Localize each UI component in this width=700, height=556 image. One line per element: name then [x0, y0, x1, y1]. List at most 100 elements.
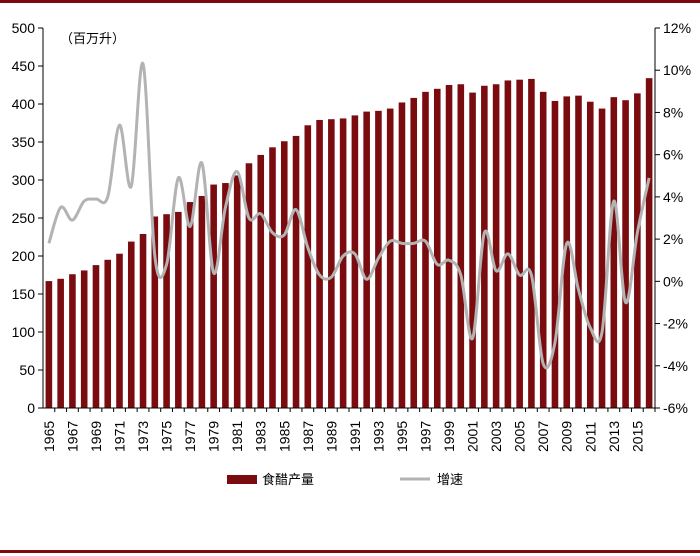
- x-tick-label: 2011: [582, 422, 598, 452]
- left-tick-label: 400: [12, 96, 36, 112]
- left-tick-label: 250: [12, 210, 36, 226]
- bar-1974: [151, 216, 159, 408]
- x-tick-label: 1981: [229, 421, 245, 452]
- x-tick-label: 1991: [347, 421, 363, 452]
- right-y-axis-ticks: -6% -4% -2% 0% 2% 4% 6% 8% 10% 12%: [655, 20, 691, 416]
- bar-2001: [469, 92, 476, 408]
- bar-1968: [80, 270, 88, 408]
- bar-1981: [233, 175, 241, 408]
- bar-2011: [586, 101, 594, 408]
- x-tick-label: 2015: [629, 421, 645, 452]
- left-y-axis-ticks: 0 50 100 150 200 250 300 350 400 450 500: [12, 20, 43, 416]
- x-tick-label: 1967: [64, 421, 80, 452]
- x-tick-label: 2007: [535, 421, 551, 452]
- right-tick-label: 10%: [663, 62, 691, 78]
- bar-1994: [386, 108, 394, 408]
- unit-label: （百万升）: [60, 32, 125, 47]
- x-tick-label: 1999: [441, 421, 457, 452]
- x-tick-label: 2013: [606, 421, 622, 452]
- bar-1979: [210, 184, 217, 408]
- top-frame-line: [0, 0, 700, 3]
- bar-1967: [69, 274, 76, 408]
- x-tick-label: 2003: [488, 421, 504, 452]
- bar-1988: [316, 119, 323, 409]
- bar-1977: [186, 202, 194, 408]
- bar-2006: [528, 78, 535, 409]
- right-tick-label: 0%: [663, 273, 683, 289]
- growth-rate-line: [47, 62, 651, 370]
- right-tick-label: -4%: [663, 358, 688, 374]
- x-tick-label: 2001: [465, 421, 481, 452]
- left-tick-label: 300: [12, 172, 36, 188]
- right-tick-label: 12%: [663, 20, 691, 36]
- left-tick-label: 200: [12, 248, 36, 264]
- bar-1978: [198, 195, 206, 408]
- x-tick-label: 1993: [370, 421, 386, 452]
- left-tick-label: 100: [12, 324, 36, 340]
- bar-2000: [457, 84, 465, 409]
- left-tick-label: 350: [12, 134, 36, 150]
- left-tick-label: 150: [12, 286, 36, 302]
- bar-1990: [339, 118, 347, 408]
- bar-2002: [481, 85, 488, 408]
- right-tick-label: 6%: [663, 147, 683, 163]
- bar-2008: [551, 100, 559, 409]
- x-tick-label: 1989: [323, 421, 339, 452]
- bar-1999: [445, 85, 453, 408]
- right-tick-label: 8%: [663, 104, 683, 120]
- bar-2005: [516, 79, 523, 409]
- bar-2014: [622, 100, 629, 408]
- bar-2013: [610, 97, 618, 408]
- bar-1970: [104, 259, 112, 408]
- x-tick-label: 1987: [300, 421, 316, 452]
- x-tick-label: 1985: [276, 421, 292, 452]
- bar-1973: [139, 233, 147, 408]
- bar-1982: [245, 163, 253, 408]
- right-tick-label: -2%: [663, 316, 688, 332]
- left-tick-label: 450: [12, 58, 36, 74]
- bar-2003: [492, 84, 500, 409]
- axes: [42, 28, 656, 409]
- x-tick-label: 2009: [559, 421, 575, 452]
- bar-1966: [57, 278, 64, 408]
- bar-2012: [598, 108, 606, 408]
- bar-1995: [398, 102, 406, 408]
- x-axis-ticks: 1965 1967 1969 1971 1973 1975 1977 1979 1981 1983…: [41, 408, 656, 452]
- bar-1996: [410, 97, 418, 409]
- bar-1992: [363, 111, 370, 408]
- bar-1983: [257, 154, 265, 408]
- bar-1987: [304, 125, 312, 408]
- bar-2016: [645, 78, 653, 408]
- x-tick-label: 1973: [135, 421, 151, 452]
- x-tick-label: 1995: [394, 421, 410, 452]
- left-tick-label: 500: [12, 20, 36, 36]
- x-tick-label: 1979: [206, 421, 222, 452]
- bar-1986: [292, 135, 300, 409]
- bar-1991: [351, 115, 359, 409]
- legend: 食醋产量 增速: [227, 472, 463, 488]
- legend-bar-label: 食醋产量: [262, 472, 314, 488]
- right-tick-label: 2%: [663, 231, 683, 247]
- line-series: [47, 62, 651, 370]
- bar-1984: [269, 147, 276, 408]
- x-tick-label: 1969: [88, 421, 104, 452]
- bar-1998: [433, 88, 441, 409]
- bar-1976: [175, 211, 182, 408]
- bar-1985: [280, 141, 288, 409]
- bar-1980: [222, 183, 229, 408]
- left-tick-label: 50: [19, 362, 35, 378]
- bar-1972: [127, 241, 135, 408]
- bar-1965: [45, 281, 53, 408]
- bar-2007: [539, 91, 547, 408]
- bottom-frame-line: [0, 550, 700, 553]
- left-tick-label: 0: [27, 400, 35, 416]
- bar-1989: [328, 119, 335, 408]
- bar-1975: [163, 214, 170, 408]
- x-tick-label: 1965: [41, 421, 57, 452]
- x-tick-label: 1975: [159, 421, 175, 452]
- bar-2004: [504, 80, 512, 408]
- bar-2015: [634, 93, 641, 409]
- legend-line-label: 增速: [437, 473, 463, 488]
- right-tick-label: 4%: [663, 189, 683, 205]
